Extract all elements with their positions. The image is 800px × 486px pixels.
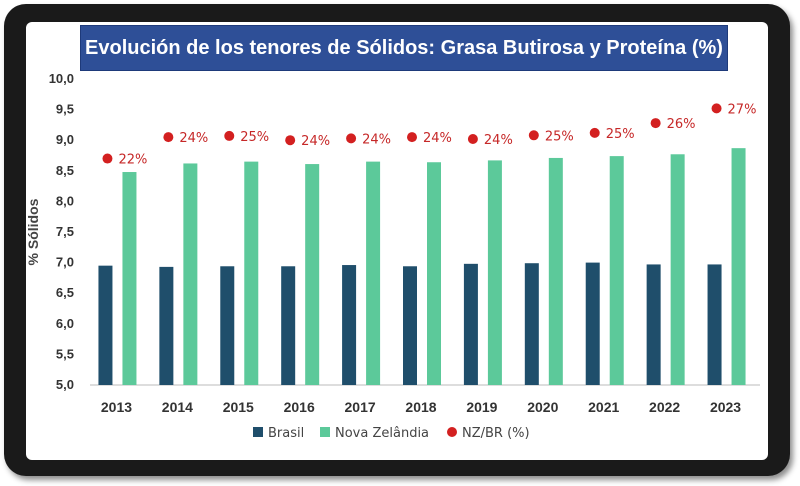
bar-nova-zelandia-2013 [122,172,137,385]
ratio-label-2016: 24% [301,134,330,149]
x-tick-label: 2021 [588,399,619,415]
bar-brasil-2017 [342,265,357,385]
bar-nova-zelandia-2023 [731,148,746,385]
y-axis-label: % Sólidos [25,198,41,265]
legend-swatch-1 [320,427,330,437]
legend-label-1: Nova Zelândia [335,426,429,441]
y-tick-label: 9,0 [56,132,74,147]
bar-nova-zelandia-2018 [427,162,441,385]
x-tick-label: 2019 [466,399,497,415]
ratio-label-2015: 25% [240,130,269,145]
legend: Brasil Nova Zelândia NZ/BR (%) [253,426,530,441]
x-axis-ticks: 2013 2014 2015 2016 2017 2018 2019 2020 2021 2022… [101,399,741,415]
ratio-label-2021: 25% [606,127,635,142]
x-tick-label: 2017 [345,399,376,415]
bar-nova-zelandia-2015 [244,161,259,385]
x-tick-label: 2014 [162,399,193,415]
ratio-label-2020: 25% [545,129,574,144]
bar-brasil-2018 [403,266,417,385]
y-tick-label: 6,5 [56,285,74,300]
chart-panel [26,22,768,460]
bar-brasil-2022 [646,264,661,385]
bar-brasil-2021 [585,262,600,385]
ratio-marker-2017 [346,133,357,144]
ratio-marker-2013 [102,153,113,164]
ratio-marker-2019 [467,133,478,144]
ratio-marker-2020 [528,130,539,141]
x-tick-label: 2020 [527,399,558,415]
bars-group [98,148,746,385]
x-tick-label: 2023 [710,399,741,415]
ratio-marker-2021 [589,127,600,138]
y-tick-label: 9,5 [56,102,74,117]
ratio-markers-group: 22% 24% 25% 24% 24% 24% 24% 25% 25% 26% 27% [102,102,757,168]
y-tick-label: 7,0 [56,255,74,270]
bar-brasil-2020 [524,263,539,385]
bar-brasil-2014 [159,266,174,385]
y-tick-label: 10,0 [49,71,74,86]
y-tick-label: 5,5 [56,346,74,361]
ratio-label-2017: 24% [362,132,391,147]
y-tick-label: 5,0 [56,377,74,392]
y-tick-label: 7,5 [56,224,74,239]
legend-swatch-2 [447,427,457,437]
bar-brasil-2015 [220,266,235,385]
ratio-label-2018: 24% [423,131,452,146]
ratio-label-2013: 22% [118,153,147,168]
bar-nova-zelandia-2021 [609,156,624,385]
x-tick-label: 2015 [223,399,254,415]
legend-label-0: Brasil [268,426,304,441]
ratio-marker-2023 [711,103,722,114]
y-axis-ticks: 5,0 5,5 6,0 6,5 7,0 7,5 8,0 8,5 9,0 9,5 10,0 [49,71,74,392]
y-tick-label: 6,0 [56,316,74,331]
bar-brasil-2013 [98,265,113,385]
ratio-label-2014: 24% [179,131,208,146]
y-tick-label: 8,5 [56,163,74,178]
bar-nova-zelandia-2016 [305,164,320,385]
ratio-label-2019: 24% [484,133,513,148]
legend-label-2: NZ/BR (%) [462,426,530,441]
ratio-marker-2014 [163,132,174,143]
x-tick-label: 2018 [405,399,436,415]
ratio-label-2023: 27% [728,102,757,117]
x-tick-label: 2016 [284,399,315,415]
legend-swatch-0 [253,427,263,437]
bar-nova-zelandia-2017 [366,161,381,385]
chart-frame [4,4,790,476]
ratio-marker-2018 [407,132,417,143]
ratio-marker-2015 [224,130,235,141]
bar-nova-zelandia-2014 [183,163,198,385]
bar-nova-zelandia-2022 [670,154,685,385]
bar-brasil-2023 [707,264,722,385]
bar-nova-zelandia-2019 [487,160,502,385]
chart-title: Evolución de los tenores de Sólidos: Gra… [80,25,728,71]
bar-brasil-2016 [281,266,296,385]
bar-nova-zelandia-2020 [548,157,563,385]
ratio-marker-2022 [650,118,661,129]
bar-brasil-2019 [463,263,478,385]
x-tick-label: 2022 [649,399,680,415]
ratio-label-2022: 26% [667,117,696,132]
ratio-marker-2016 [285,135,296,146]
x-tick-label: 2013 [101,399,132,415]
y-tick-label: 8,0 [56,193,74,208]
